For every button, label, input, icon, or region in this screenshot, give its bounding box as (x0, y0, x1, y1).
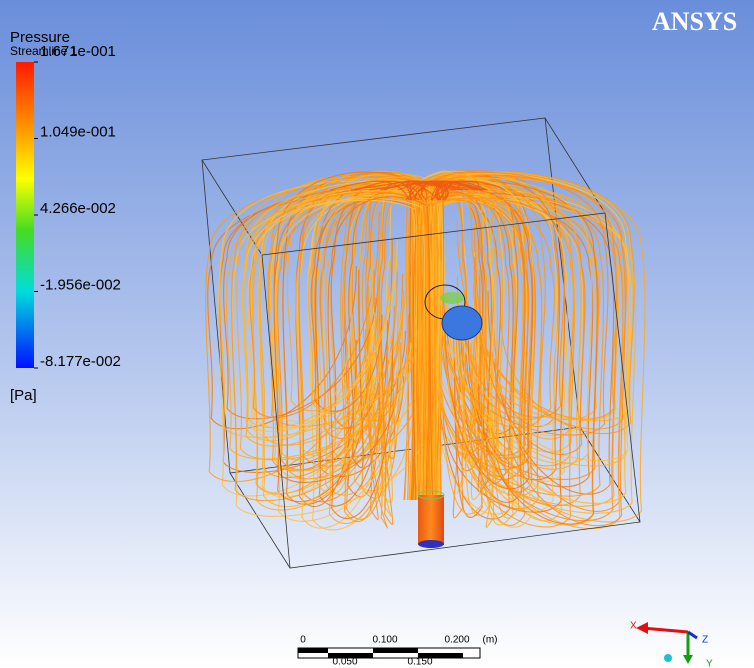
legend-unit: [Pa] (10, 387, 37, 404)
scale-label: 0.150 (407, 657, 432, 668)
color-bar (16, 62, 34, 368)
outlet-flow (440, 292, 464, 304)
scale-label: 0.100 (372, 635, 397, 646)
outlet-disc (442, 306, 482, 340)
inlet-end (418, 540, 444, 548)
scale-unit: (m) (483, 635, 498, 646)
color-bar-label: 4.266e-002 (40, 200, 116, 217)
color-bar-label: -8.177e-002 (40, 353, 121, 370)
logo: ANSYS (652, 7, 737, 36)
scale-label: 0.200 (444, 635, 469, 646)
color-bar-label: 1.049e-001 (40, 123, 116, 140)
axis-y-label: Y (706, 659, 713, 668)
scale-label: 0.050 (332, 657, 357, 668)
viewport: ANSYS Pressure Streamline 1 1.671e-0011.… (0, 0, 754, 668)
color-bar-label: 1.671e-001 (40, 43, 116, 60)
page: ANSYS Pressure Streamline 1 1.671e-0011.… (0, 0, 754, 668)
scale-label: 0 (300, 635, 306, 646)
inlet-pipe (418, 495, 444, 545)
axis-z-label: Z (702, 635, 708, 646)
scale-bar (298, 648, 480, 658)
color-bar-label: -1.956e-002 (40, 276, 121, 293)
axis-x-label: X (630, 621, 637, 632)
